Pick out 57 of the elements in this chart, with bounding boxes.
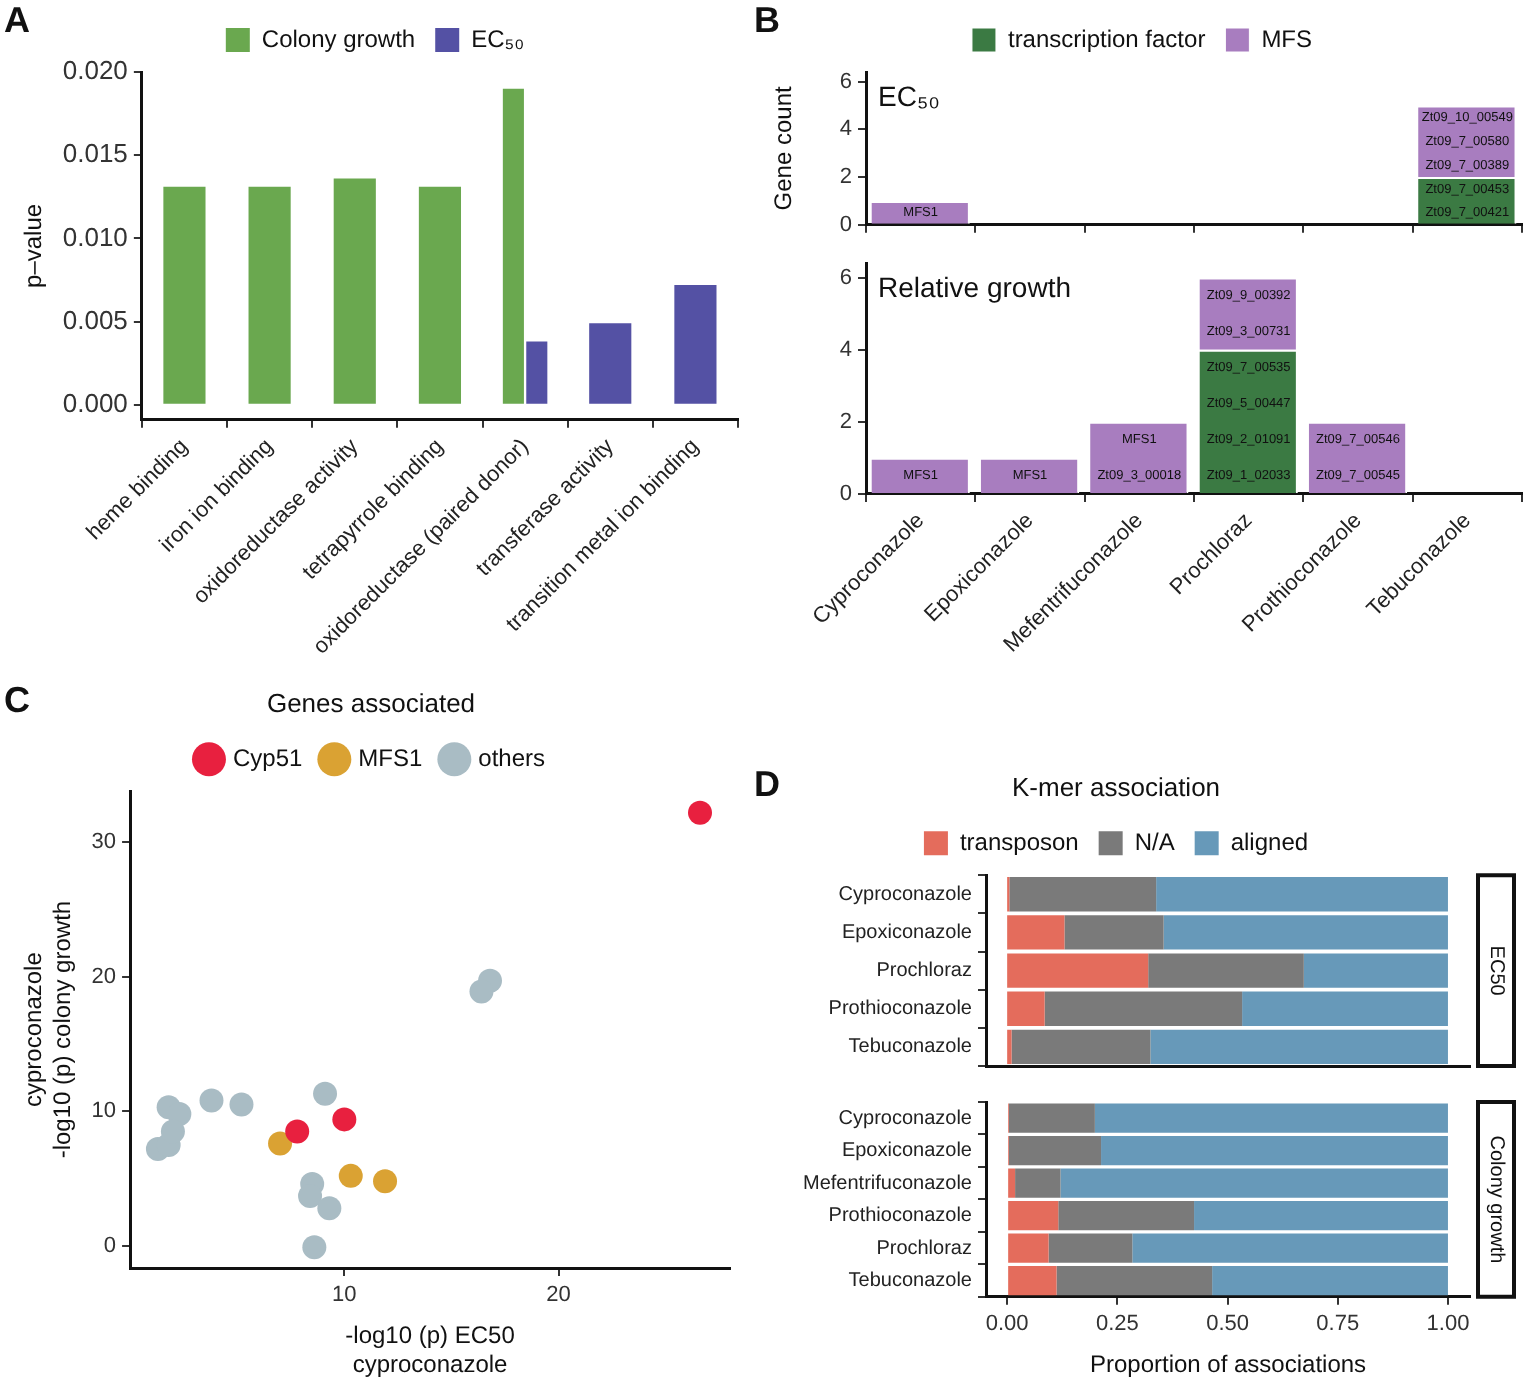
text: C: [4, 679, 30, 720]
legend-label: others: [478, 743, 546, 772]
x-tick-label: 0.75: [1316, 1312, 1360, 1337]
legend-label: EC₅₀: [471, 24, 525, 53]
y-axis-title: Gene count: [769, 85, 798, 211]
y-tick-label: Epoxiconazole: [841, 1140, 973, 1163]
x-tick-label: 1.00: [1426, 1312, 1470, 1337]
legend-title: Genes associated: [266, 688, 476, 719]
y-tick-label: 0.020: [62, 55, 128, 86]
y-tick-label: 0.000: [62, 387, 128, 418]
legend-label: aligned: [1230, 827, 1309, 856]
y-tick-label: Tebuconazole: [848, 1036, 973, 1059]
legend-label: Cyp51: [232, 743, 303, 772]
x-axis-title: -log10 (p) EC50 cyproconazole: [345, 1321, 516, 1379]
y-tick-label: Epoxiconazole: [841, 921, 973, 944]
y-tick-label: 0.005: [62, 304, 128, 335]
text: B: [754, 0, 780, 40]
legend-label: Colony growth: [261, 24, 416, 53]
y-tick-label: 2: [839, 165, 852, 190]
legend-label: transposon: [959, 827, 1079, 856]
x-tick-label: 0.25: [1095, 1312, 1139, 1337]
y-tick-label: 4: [839, 337, 852, 362]
y-tick-label: Prothioconazole: [828, 998, 973, 1021]
y-tick-label: Mefentrifuconazole: [803, 1172, 973, 1195]
legend-label: MFS: [1261, 24, 1313, 53]
y-tick-label: Prothioconazole: [828, 1205, 973, 1228]
y-tick-label: 0: [839, 212, 852, 237]
legend-label: N/A: [1134, 827, 1175, 856]
y-tick-label: 0.010: [62, 221, 128, 252]
annotation: EC₅₀: [878, 79, 941, 112]
y-tick-label: Cyproconazole: [838, 1107, 973, 1130]
y-tick-label: 2: [839, 409, 852, 434]
text: EC50: [1484, 945, 1507, 997]
y-tick-label: 4: [839, 117, 852, 142]
legend-label: MFS1: [358, 743, 423, 772]
y-tick-label: 6: [839, 265, 852, 290]
text: Colony growth: [1484, 1135, 1507, 1264]
legend-label: transcription factor: [1007, 24, 1206, 53]
x-axis-title: Proportion of associations: [1089, 1350, 1367, 1379]
y-tick-label: Cyproconazole: [838, 883, 973, 906]
y-tick-label: Prochloraz: [876, 1237, 972, 1260]
text: D: [754, 763, 780, 804]
x-tick-label: 0.00: [985, 1312, 1029, 1337]
y-tick-label: Prochloraz: [876, 960, 972, 983]
y-tick-label: 0: [103, 1233, 117, 1258]
legend-title: K-mer association: [1011, 772, 1221, 803]
text: A: [4, 0, 30, 40]
x-tick-label: 0.50: [1206, 1312, 1249, 1337]
y-tick-label: 0: [839, 481, 852, 506]
y-tick-label: 30: [91, 830, 117, 855]
y-axis-title: cyproconazole -log10 (p) colony growth: [19, 900, 76, 1159]
y-tick-label: 0.015: [62, 138, 128, 169]
y-tick-label: 10: [91, 1099, 117, 1124]
annotation: Relative growth: [878, 270, 1071, 303]
y-tick-label: 20: [91, 964, 117, 989]
y-tick-label: 6: [839, 69, 852, 94]
y-axis-title: p–value: [19, 203, 48, 288]
